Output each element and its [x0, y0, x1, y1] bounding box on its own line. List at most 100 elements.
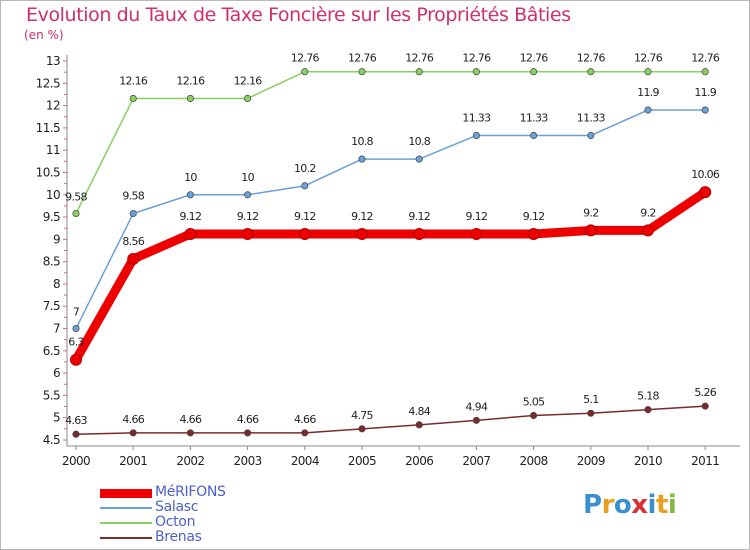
data-label: 5.26 [694, 386, 716, 399]
data-label: 12.16 [234, 74, 263, 87]
logo-letter: i [667, 490, 677, 520]
data-point [244, 429, 252, 437]
data-point [701, 106, 709, 114]
legend-label: Salasc [155, 499, 199, 515]
data-point [129, 209, 137, 218]
logo-letter: o [613, 490, 632, 520]
x-tick-label: 2004 [291, 454, 319, 468]
logo-letter: x [631, 490, 648, 520]
logo-letter: i [647, 490, 657, 520]
data-label: 11.9 [694, 86, 716, 99]
data-label: 4.63 [65, 414, 87, 427]
data-point [129, 429, 137, 437]
y-tick-label: 7 [53, 322, 60, 336]
data-label: 9.12 [351, 210, 373, 223]
y-tick-label: 9 [53, 232, 60, 246]
series-line-brenas [75, 405, 706, 435]
data-label: 4.66 [122, 413, 144, 426]
proxiti-logo: Proxiti [583, 490, 677, 520]
data-label: 11.33 [520, 111, 549, 124]
data-point [530, 411, 538, 420]
data-point [186, 94, 194, 103]
data-label: 9.12 [408, 210, 430, 223]
data-point [472, 416, 480, 424]
chart-title: Evolution du Taux de Taxe Foncière sur l… [26, 4, 571, 26]
data-point [413, 228, 426, 241]
data-point [298, 228, 311, 241]
legend-label: Brenas [155, 529, 202, 545]
data-label: 9.12 [237, 210, 259, 223]
data-point [587, 131, 595, 140]
unit-label: (en %) [24, 28, 64, 42]
data-label: 7 [73, 306, 80, 319]
data-label: 11.9 [637, 86, 659, 99]
data-label: 8.56 [122, 235, 144, 248]
y-tick-label: 5 [53, 411, 60, 425]
y-tick-label: 4.5 [43, 433, 60, 447]
x-tick-label: 2007 [462, 454, 490, 468]
y-tick-label: 10.5 [36, 165, 60, 179]
x-tick-label: 2005 [348, 454, 376, 468]
data-label: 6.3 [68, 336, 84, 349]
y-tick-label: 7.5 [43, 299, 60, 313]
data-point [244, 191, 252, 199]
data-point [530, 68, 538, 76]
data-point [472, 68, 480, 76]
logo-letter: r [601, 490, 615, 520]
data-label: 5.05 [523, 395, 545, 408]
data-label: 12.16 [176, 74, 205, 87]
data-point [72, 209, 80, 218]
data-point [699, 186, 712, 199]
data-point [644, 68, 652, 76]
data-point [415, 68, 423, 76]
y-tick-label: 13 [46, 54, 60, 68]
y-tick-label: 12.5 [36, 76, 60, 90]
data-label: 10.2 [294, 162, 316, 175]
data-label: 5.1 [583, 393, 598, 406]
data-label: 4.66 [180, 413, 202, 426]
data-label: 10 [241, 171, 254, 184]
x-tick-label: 2009 [577, 454, 605, 468]
data-point [701, 402, 709, 410]
x-tick-label: 2003 [234, 454, 262, 468]
data-point [644, 406, 652, 414]
series-line-salasc [75, 109, 706, 330]
data-label: 12.76 [577, 52, 606, 65]
legend-swatch [100, 507, 152, 509]
y-tick-label: 8.5 [43, 255, 60, 269]
series-line-mérifons [71, 187, 710, 365]
data-point [186, 429, 194, 437]
data-point [127, 252, 140, 265]
data-point [358, 68, 366, 76]
data-point [415, 155, 423, 163]
data-label: 12.76 [691, 52, 720, 65]
data-label: 12.76 [405, 52, 434, 65]
data-label: 4.66 [237, 413, 259, 426]
x-tick-label: 2011 [691, 454, 719, 468]
data-label: 5.18 [637, 390, 659, 403]
y-tick-label: 11.5 [36, 121, 60, 135]
data-point [184, 228, 197, 241]
logo-letter: P [583, 490, 602, 520]
data-point [241, 228, 254, 241]
data-point [70, 353, 82, 366]
data-label: 9.58 [122, 189, 144, 202]
data-point [356, 228, 368, 241]
data-point [584, 224, 597, 237]
legend-label: Octon [155, 514, 196, 530]
data-label: 9.12 [180, 210, 202, 223]
data-point [587, 68, 595, 76]
x-tick-label: 2002 [176, 454, 204, 468]
data-point [72, 430, 80, 438]
legend-label: MéRIFONS [155, 484, 226, 500]
data-point [472, 131, 480, 140]
data-point [186, 191, 194, 199]
data-label: 9.2 [640, 206, 655, 219]
y-tick-label: 10 [46, 188, 60, 202]
y-tick-label: 11 [46, 143, 60, 157]
y-tick-label: 5.5 [43, 388, 60, 402]
data-point [642, 224, 654, 237]
data-label: 4.84 [408, 405, 430, 418]
data-point [301, 429, 309, 437]
